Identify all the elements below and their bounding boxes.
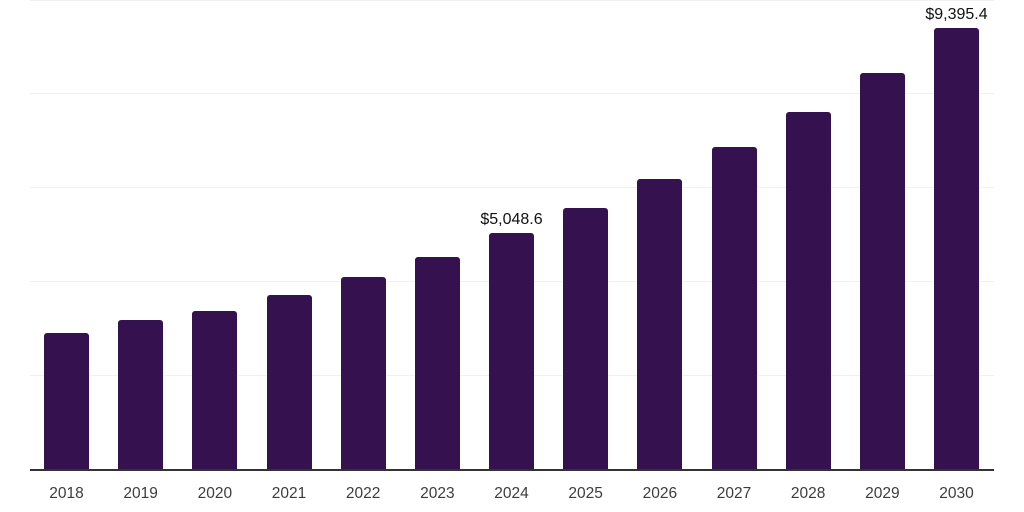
- bar-2018[interactable]: [44, 332, 89, 470]
- x-tick-label-2029: 2029: [865, 485, 900, 502]
- x-tick-label-2020: 2020: [197, 485, 233, 502]
- plot-area: $5,048.6 $9,395.4: [30, 0, 994, 470]
- x-tick-label-2019: 2019: [123, 485, 158, 502]
- bar-2022[interactable]: [340, 277, 386, 470]
- gridline: [30, 187, 994, 188]
- bar-2028[interactable]: [785, 112, 831, 470]
- bar-2030[interactable]: [934, 28, 979, 470]
- x-tick-label-2025: 2025: [568, 485, 603, 502]
- x-tick-label-2027: 2027: [716, 485, 752, 502]
- x-tick-label-2022: 2022: [345, 485, 381, 502]
- x-tick-label-2028: 2028: [790, 485, 826, 502]
- bar-2024[interactable]: [489, 232, 534, 470]
- bar-2027[interactable]: [711, 147, 757, 470]
- bar-2025[interactable]: [563, 208, 609, 470]
- gridline: [30, 0, 994, 1]
- bar-2026[interactable]: [637, 179, 683, 470]
- x-tick-label-2024: 2024: [494, 485, 529, 502]
- bar-2021[interactable]: [266, 294, 312, 470]
- bar-value-label-2030: $9,395.4: [925, 6, 988, 24]
- x-tick-label-2026: 2026: [642, 485, 678, 502]
- x-tick-label-2018: 2018: [49, 485, 84, 502]
- bar-2023[interactable]: [414, 257, 460, 470]
- bar-2019[interactable]: [118, 320, 164, 470]
- x-tick-label-2021: 2021: [271, 485, 307, 502]
- gridline: [30, 93, 994, 94]
- x-axis-line: [30, 469, 994, 471]
- x-tick-label-2023: 2023: [420, 485, 455, 502]
- bar-2029[interactable]: [859, 73, 905, 470]
- x-tick-label-2030: 2030: [939, 485, 974, 502]
- bar-value-label-2024: $5,048.6: [480, 210, 543, 228]
- bar-2020[interactable]: [192, 310, 238, 470]
